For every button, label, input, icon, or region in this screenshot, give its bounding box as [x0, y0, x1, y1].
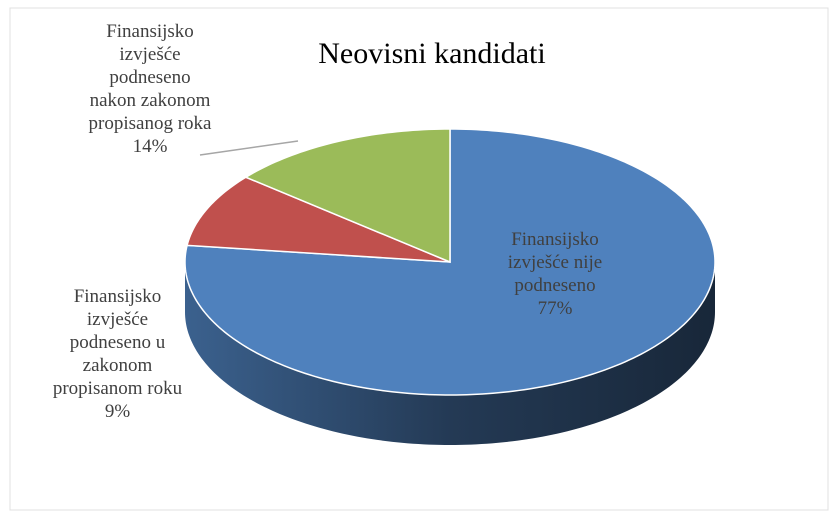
label-box: Finansijsko izvješće podneseno nakon zak…	[85, 20, 215, 158]
pie-slice	[244, 128, 451, 264]
category-label: Finansijsko izvješće podneseno nakon zak…	[88, 21, 212, 134]
pie-slice	[184, 128, 716, 396]
data-label: Finansijsko izvješće podneseno nakon zak…	[85, 20, 215, 158]
data-label: Finansijsko izvješće podneseno u zakonom…	[50, 285, 185, 423]
pie-slice	[186, 176, 451, 263]
leader-line	[199, 140, 299, 156]
pie-side	[185, 262, 715, 445]
value-label: 9%	[104, 401, 131, 422]
value-label: 14%	[132, 136, 168, 157]
category-label: Finansijsko izvješće podneseno u zakonom…	[52, 286, 183, 399]
chart-title: Neovisni kandidati	[318, 37, 545, 70]
category-label: Finansijsko izvješće nije podneseno	[507, 229, 603, 296]
label-box: Finansijsko izvješće podneseno u zakonom…	[50, 285, 185, 423]
value-label: 77%	[537, 298, 573, 319]
label-box: Finansijsko izvješće nije podneseno 77%	[480, 228, 630, 320]
